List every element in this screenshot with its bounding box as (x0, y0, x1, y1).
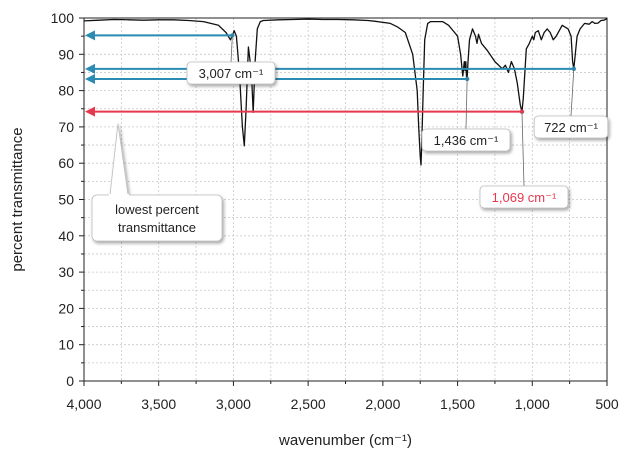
callout-leader (230, 35, 233, 63)
x-tick-label: 3,500 (141, 396, 176, 412)
x-axis-label: wavenumber (cm⁻¹) (278, 432, 412, 449)
y-tick-label: 60 (58, 155, 74, 171)
y-tick-label: 90 (58, 46, 74, 62)
annotation-arrowhead (85, 63, 95, 74)
y-tick-label: 70 (58, 119, 74, 135)
callout-box (533, 115, 609, 139)
series-layer (83, 18, 608, 166)
callout-box (421, 128, 511, 152)
note-pointer-mask (109, 194, 129, 197)
x-tick-label: 2,000 (365, 396, 400, 412)
y-tick-label: 50 (58, 192, 74, 208)
annotation-arrowhead (85, 30, 95, 41)
y-tick-label: 10 (58, 337, 74, 353)
y-tick-label: 30 (58, 264, 74, 280)
y-tick-label: 80 (58, 83, 74, 99)
callout-label: 722 cm⁻¹ (544, 120, 598, 135)
note-callout: lowest percent transmittance (91, 123, 223, 242)
ticks: 0 10 20 30 40 50 60 70 80 90 100 4,000 3,500 3,000 2,5… (51, 10, 619, 412)
callout-leader (570, 68, 575, 117)
callout-leader (521, 111, 525, 187)
x-tick-label: 3,000 (216, 396, 251, 412)
annotation-arrowhead (85, 106, 95, 117)
y-tick-label: 100 (51, 10, 75, 26)
x-tick-label: 1,000 (515, 396, 550, 412)
y-tick-label: 20 (58, 300, 74, 316)
annotation-callouts: 3,007 cm⁻¹ 1,436 cm⁻¹ 722 cm⁻¹ 1,069 cm⁻¹ (186, 35, 609, 209)
note-line-1: lowest percent (115, 202, 199, 217)
note-pointer (109, 123, 129, 196)
annotation-arrowhead (85, 73, 95, 84)
x-tick-label: 2,500 (291, 396, 326, 412)
y-tick-label: 0 (66, 373, 74, 389)
y-axis-label: percent transmittance (9, 127, 26, 271)
callout-leader (465, 78, 468, 130)
note-line-2: transmittance (118, 220, 196, 235)
x-tick-label: 4,000 (66, 396, 101, 412)
annotation-arrows (85, 30, 577, 117)
y-tick-label: 40 (58, 228, 74, 244)
callout-label: 1,069 cm⁻¹ (492, 190, 557, 205)
callout-label: 3,007 cm⁻¹ (199, 66, 264, 81)
x-tick-label: 500 (595, 396, 619, 412)
callout-box (186, 61, 276, 85)
callout-label: 1,436 cm⁻¹ (434, 133, 499, 148)
callout-box (479, 185, 569, 209)
x-tick-label: 1,500 (440, 396, 475, 412)
note-box (91, 194, 223, 242)
spectrum-line (83, 18, 608, 166)
